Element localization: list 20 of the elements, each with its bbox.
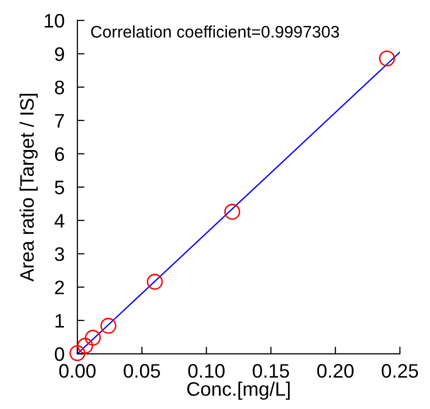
y-tick-label: 5 (54, 180, 64, 194)
y-tick-label: 6 (55, 147, 64, 162)
annotation: Correlation coefficient=0.9997303 (91, 25, 339, 38)
y-tick-label: 8 (54, 80, 64, 94)
x-axis-title: Conc.[mg/L] (187, 382, 290, 400)
x-tick-label: 0.05 (124, 364, 160, 378)
y-tick-label: 0 (54, 347, 64, 362)
x-tick-label: 0.15 (252, 364, 290, 378)
y-tick-label: 7 (55, 114, 64, 128)
y-tick-label: 9 (55, 47, 64, 62)
y-tick-label: 10 (44, 14, 64, 28)
x-tick-label: 0.20 (317, 364, 354, 378)
x-tick-label: 0.10 (188, 364, 225, 378)
y-axis-title: Area ratio [Target / IS] (20, 94, 38, 282)
y-tick-label: 2 (55, 280, 64, 294)
x-tick-label: 0.00 (59, 364, 96, 378)
x-tick-label: 0.25 (382, 364, 418, 378)
y-tick-label: 3 (54, 247, 64, 262)
y-tick-label: 4 (54, 214, 64, 228)
y-tick-label: 1 (56, 314, 64, 328)
